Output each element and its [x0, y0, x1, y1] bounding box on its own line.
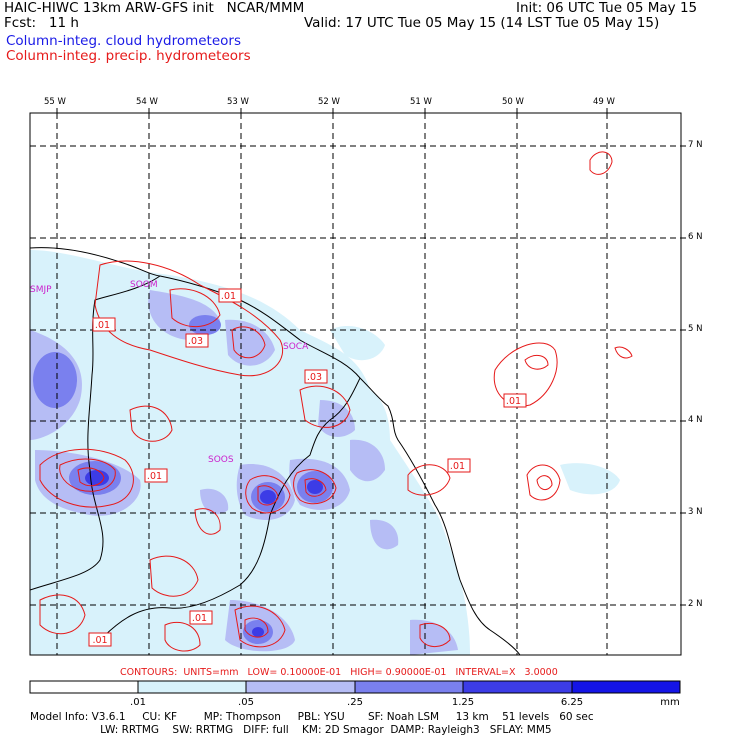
lon-label: 49 W — [593, 97, 615, 107]
colorbar — [29, 680, 681, 694]
lat-label: 3 N — [688, 507, 703, 517]
station-labels: SMJP SOOM SOCA SOOS — [30, 280, 309, 465]
colorbar-label: .01 — [130, 697, 146, 708]
map-frame — [29, 112, 682, 656]
lon-label: 50 W — [502, 97, 524, 107]
contour-label: .01 — [92, 635, 107, 646]
model-info-line2: LW: RRTMG SW: RRTMG DIFF: full KM: 2D Sm… — [30, 724, 552, 736]
contour-label: .03 — [188, 336, 203, 347]
colorbar-label: .25 — [347, 697, 363, 708]
valid-time: Valid: 17 UTC Tue 05 May 15 (14 LST Tue … — [304, 15, 660, 31]
station-smjp: SMJP — [30, 285, 52, 295]
station-soca: SOCA — [283, 342, 309, 352]
station-soom: SOOM — [130, 280, 158, 290]
precip-hydrometeor-contours — [39, 151, 633, 652]
lon-label: 55 W — [44, 97, 66, 107]
contour-label: .01 — [506, 396, 521, 407]
contour-label: .01 — [450, 461, 465, 472]
colorbar-label: 6.25 — [560, 697, 584, 708]
contour-label: .01 — [95, 320, 110, 331]
header-title: HAIC-HIWC 13km ARW-GFS init NCAR/MMM — [4, 0, 305, 16]
contour-label: .01 — [147, 471, 162, 482]
lon-ticks — [56, 108, 608, 113]
legend-precip-hydrometeors: Column-integ. precip. hydrometeors — [6, 48, 251, 64]
lat-label: 4 N — [688, 415, 703, 425]
colorbar-label: 1.25 — [451, 697, 475, 708]
station-soos: SOOS — [208, 455, 234, 465]
contour-labels: .01 .01 .03 .03 .01 .01 .01 .01 .01 — [88, 288, 527, 647]
colorbar-label: .05 — [238, 697, 254, 708]
lon-label: 54 W — [136, 97, 158, 107]
lat-lon-grid — [30, 113, 681, 655]
legend-cloud-hydrometeors: Column-integ. cloud hydrometeors — [6, 33, 242, 49]
lat-label: 5 N — [688, 324, 703, 334]
lon-label: 52 W — [318, 97, 340, 107]
contours-info: CONTOURS: UNITS=mm LOW= 0.10000E-01 HIGH… — [120, 667, 558, 678]
lat-label: 2 N — [688, 599, 703, 609]
contour-label: .01 — [221, 291, 236, 302]
lon-label: 53 W — [227, 97, 249, 107]
forecast-hour: Fcst: 11 h — [4, 15, 79, 31]
lat-label: 6 N — [688, 232, 703, 242]
model-info-line1: Model Info: V3.6.1 CU: KF MP: Thompson P… — [30, 711, 594, 723]
lon-label: 51 W — [410, 97, 432, 107]
init-time: Init: 06 UTC Tue 05 May 15 — [516, 0, 698, 16]
svg-text:.01 .01 .03: .01 .01 .03 .03 .01 .01 .01 .01 .01 — [92, 291, 524, 646]
colorbar-units: mm — [660, 697, 680, 708]
coastline-borders — [30, 247, 521, 655]
contour-label: .03 — [307, 372, 322, 383]
lat-ticks — [681, 145, 686, 606]
contour-label: .01 — [192, 613, 207, 624]
lat-label: 7 N — [688, 140, 703, 150]
